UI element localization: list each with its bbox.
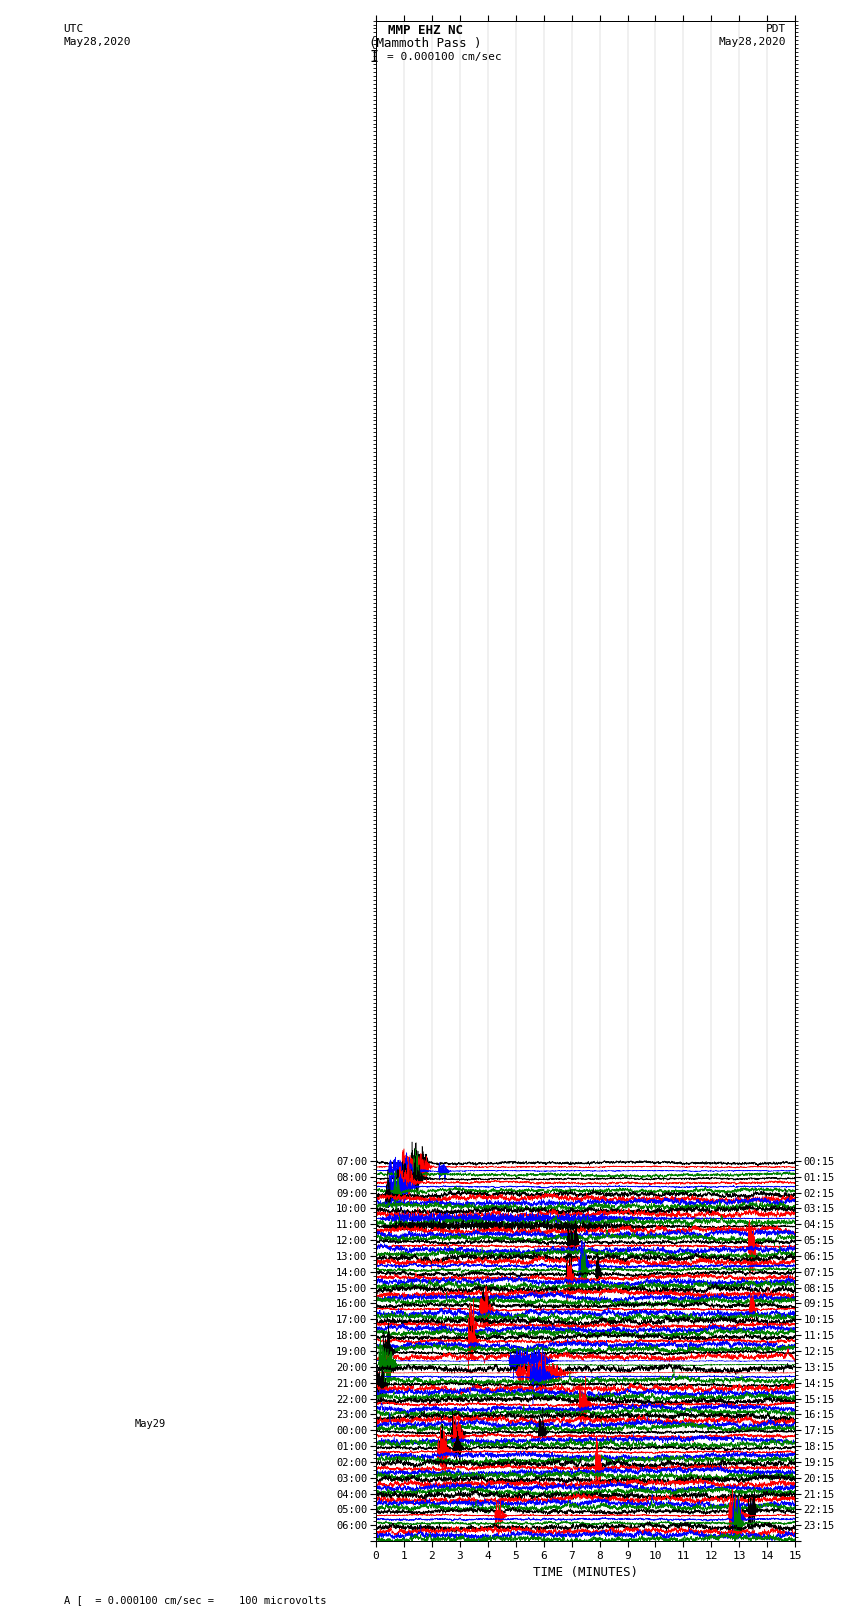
Text: (Mammoth Pass ): (Mammoth Pass ) — [369, 37, 481, 50]
Text: A [  = 0.000100 cm/sec =    100 microvolts: A [ = 0.000100 cm/sec = 100 microvolts — [64, 1595, 326, 1605]
Text: I: I — [370, 50, 378, 65]
Text: May29: May29 — [134, 1419, 166, 1429]
Text: MMP EHZ NC: MMP EHZ NC — [388, 24, 462, 37]
Text: May28,2020: May28,2020 — [64, 37, 131, 47]
X-axis label: TIME (MINUTES): TIME (MINUTES) — [533, 1566, 638, 1579]
Text: May28,2020: May28,2020 — [719, 37, 786, 47]
Text: PDT: PDT — [766, 24, 786, 34]
Text: UTC: UTC — [64, 24, 84, 34]
Text: = 0.000100 cm/sec: = 0.000100 cm/sec — [387, 52, 501, 61]
